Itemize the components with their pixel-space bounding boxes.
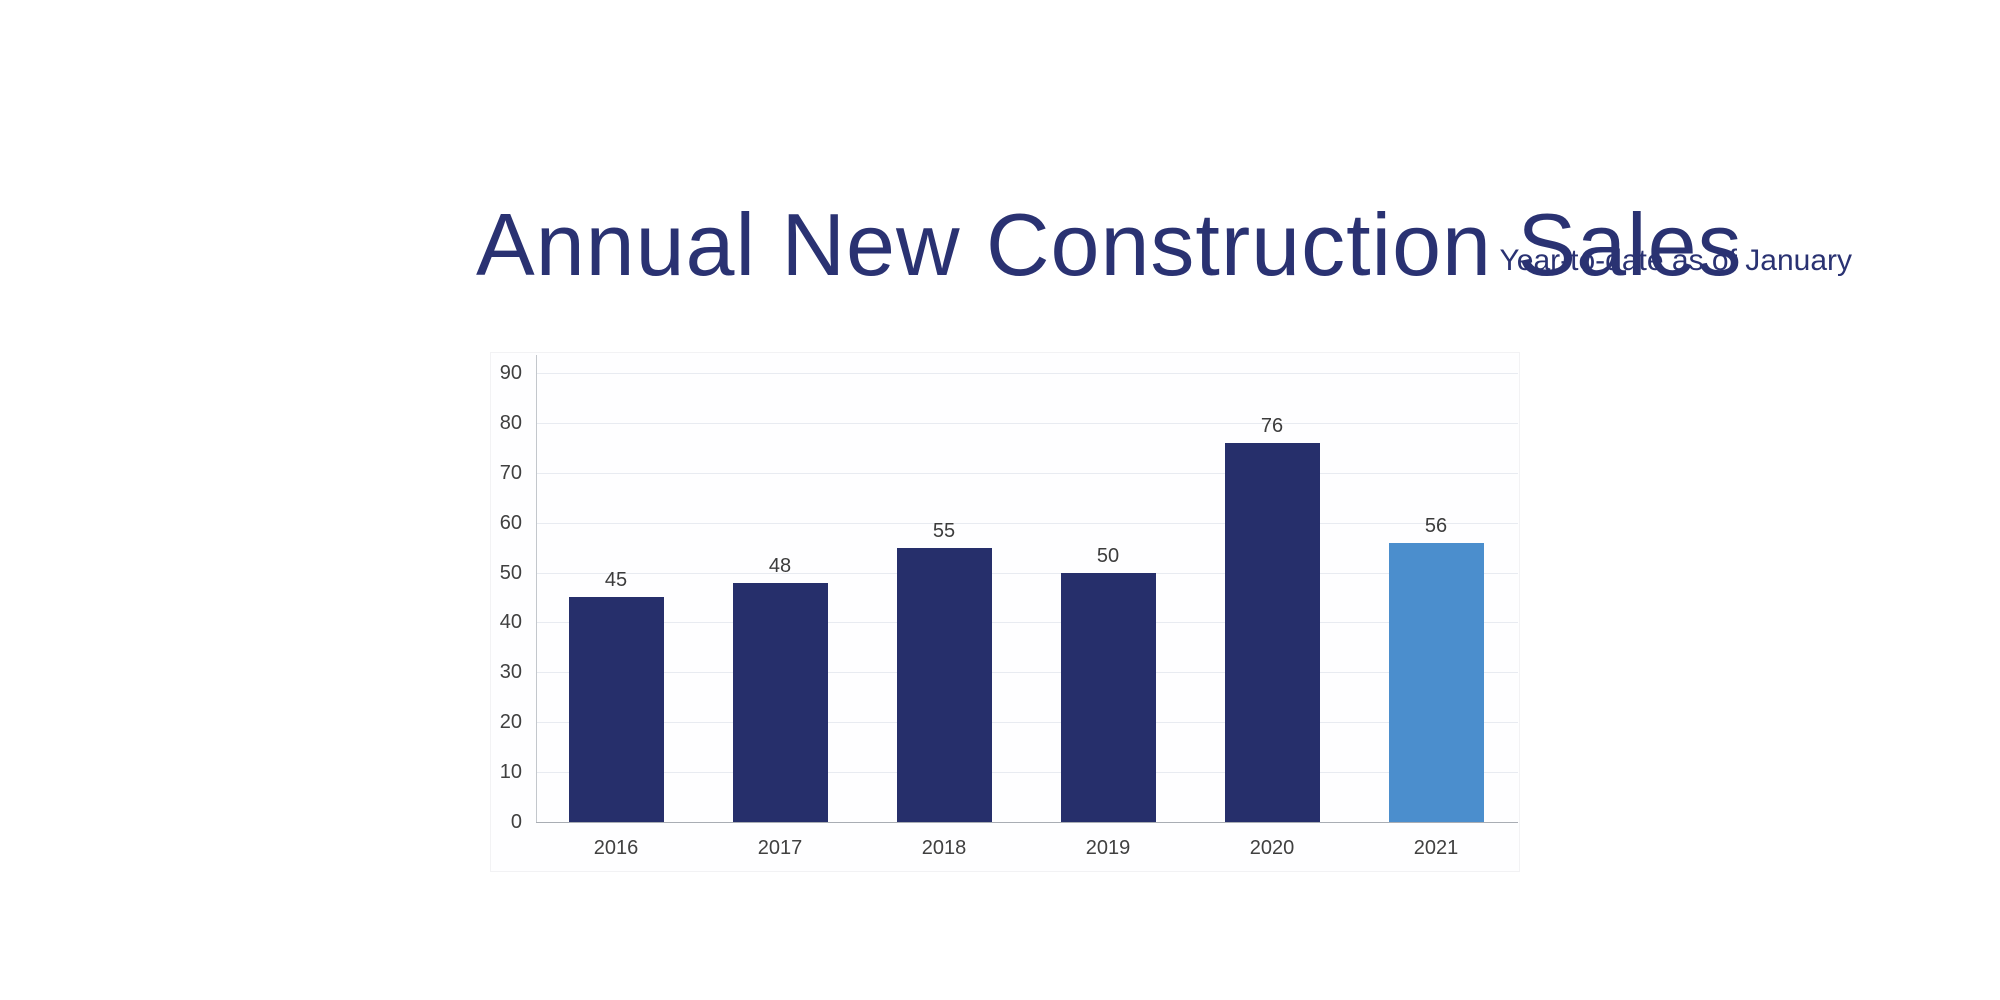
x-tick-label-2018: 2018 bbox=[921, 837, 967, 859]
bar-2020 bbox=[1225, 443, 1320, 822]
bar-value-2016: 45 bbox=[604, 569, 628, 591]
chart-subtitle: Year-to-date as of January bbox=[1499, 244, 1852, 277]
bar-2017 bbox=[733, 583, 828, 822]
bar-value-2021: 56 bbox=[1424, 515, 1448, 537]
y-tick-label-20: 20 bbox=[499, 711, 522, 733]
y-axis-line bbox=[536, 355, 537, 822]
gridline-10 bbox=[536, 772, 1518, 773]
x-tick-label-2020: 2020 bbox=[1249, 837, 1295, 859]
gridline-50 bbox=[536, 573, 1518, 574]
x-tick-label-2019: 2019 bbox=[1085, 837, 1131, 859]
gridline-90 bbox=[536, 373, 1518, 374]
bar-value-2020: 76 bbox=[1260, 415, 1284, 437]
gridline-20 bbox=[536, 722, 1518, 723]
x-tick-label-2017: 2017 bbox=[757, 837, 803, 859]
gridline-60 bbox=[536, 523, 1518, 524]
y-tick-label-90: 90 bbox=[499, 362, 522, 384]
bar-value-2017: 48 bbox=[768, 555, 792, 577]
bar-2021 bbox=[1389, 543, 1484, 822]
y-tick-label-80: 80 bbox=[499, 412, 522, 434]
y-tick-label-0: 0 bbox=[510, 811, 522, 833]
x-tick-label-2021: 2021 bbox=[1413, 837, 1459, 859]
x-axis-baseline bbox=[536, 822, 1518, 823]
gridline-70 bbox=[536, 473, 1518, 474]
x-tick-label-2016: 2016 bbox=[593, 837, 639, 859]
gridline-40 bbox=[536, 622, 1518, 623]
bar-2016 bbox=[569, 597, 664, 822]
y-tick-label-50: 50 bbox=[499, 562, 522, 584]
chart-title: Annual New Construction Sales bbox=[476, 194, 1743, 294]
y-tick-label-60: 60 bbox=[499, 512, 522, 534]
y-tick-label-30: 30 bbox=[499, 661, 522, 683]
bar-2019 bbox=[1061, 573, 1156, 822]
bar-value-2019: 50 bbox=[1096, 545, 1120, 567]
y-tick-label-70: 70 bbox=[499, 462, 522, 484]
bar-value-2018: 55 bbox=[932, 520, 956, 542]
gridline-30 bbox=[536, 672, 1518, 673]
gridline-80 bbox=[536, 423, 1518, 424]
y-tick-label-10: 10 bbox=[499, 761, 522, 783]
bar-2018 bbox=[897, 548, 992, 822]
y-tick-label-40: 40 bbox=[499, 611, 522, 633]
